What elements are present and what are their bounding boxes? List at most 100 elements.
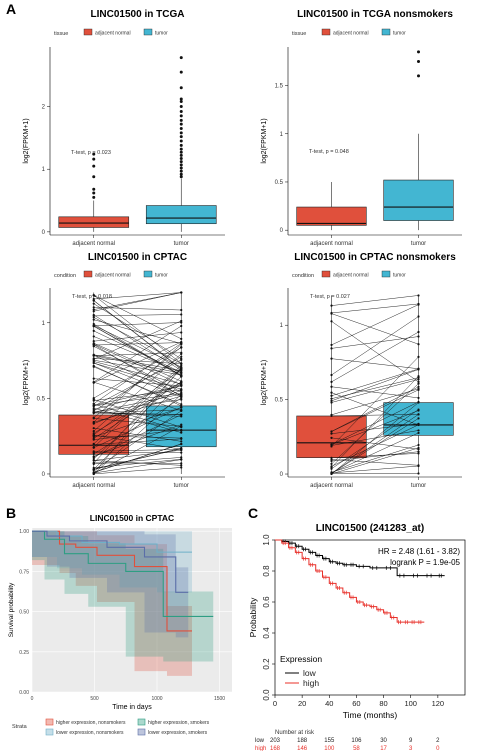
x-tick-label: adjacent normal (72, 483, 115, 489)
paired-point (330, 312, 332, 314)
paired-point (180, 362, 182, 364)
risk-count: 203 (270, 738, 281, 744)
outlier-point (180, 86, 183, 89)
paired-point (180, 309, 182, 311)
legend-swatch (46, 729, 53, 735)
paired-point (330, 320, 332, 322)
x-tick-label: 1500 (214, 696, 225, 702)
paired-point (93, 463, 95, 465)
y-tick-label: 1.0 (262, 534, 271, 546)
y-tick-label: 1 (42, 167, 46, 173)
paired-point (417, 401, 419, 403)
paired-point (330, 398, 332, 400)
legend-label-adjacent-normal: adjacent normal (95, 31, 131, 37)
paired-line (94, 336, 182, 372)
paired-line (332, 379, 419, 402)
outlier-point (180, 148, 183, 151)
paired-point (180, 438, 182, 440)
paired-point (417, 343, 419, 345)
paired-point (180, 346, 182, 348)
risk-count: 9 (409, 738, 413, 744)
paired-point (93, 354, 95, 356)
chart-km-kmplot: LINC01500 (241283_at)0.00.20.40.60.81.00… (248, 523, 465, 751)
paired-point (180, 424, 182, 426)
paired-point (417, 378, 419, 380)
legend-swatch-tumor (382, 271, 390, 277)
stat-annotation: T-test, p = 0.018 (72, 294, 112, 300)
paired-point (180, 325, 182, 327)
box-adjacent-normal (297, 207, 367, 225)
paired-point (93, 344, 95, 346)
paired-point (93, 294, 95, 296)
outlier-point (180, 71, 183, 74)
y-tick-label: 2 (42, 105, 46, 111)
box-adjacent-normal (59, 217, 129, 228)
legend-label-adjacent-normal: adjacent normal (333, 31, 369, 37)
risk-row-label: high (255, 746, 266, 751)
paired-line (332, 337, 419, 349)
x-tick-label: 500 (90, 696, 99, 702)
outlier-point (180, 110, 183, 113)
outlier-point (92, 165, 95, 168)
outlier-point (417, 50, 420, 53)
y-tick-label: 0.5 (37, 396, 46, 402)
paired-point (180, 440, 182, 442)
x-axis-label: Time in days (112, 704, 152, 711)
paired-point (417, 335, 419, 337)
legend-title: tissue (292, 31, 306, 37)
paired-point (180, 389, 182, 391)
paired-point (417, 386, 419, 388)
risk-count: 30 (380, 738, 387, 744)
paired-line (94, 367, 182, 404)
stat-annotation: T-test, p = 0.048 (309, 149, 349, 155)
paired-point (417, 448, 419, 450)
paired-point (180, 370, 182, 372)
paired-point (93, 330, 95, 332)
logrank-annotation: logrank P = 1.9e-05 (390, 558, 460, 567)
legend-swatch-tumor (382, 29, 390, 35)
legend-label-adjacent-normal: adjacent normal (95, 273, 131, 279)
paired-point (330, 414, 332, 416)
paired-point (180, 393, 182, 395)
paired-point (330, 374, 332, 376)
risk-count: 0 (436, 746, 440, 751)
legend-swatch-adjacent-normal (84, 271, 92, 277)
paired-line (332, 314, 419, 345)
outlier-point (180, 56, 183, 59)
paired-point (330, 443, 332, 445)
y-tick-label: 0.5 (275, 180, 284, 186)
legend-label-tumor: tumor (393, 273, 406, 279)
paired-point (180, 338, 182, 340)
paired-point (330, 433, 332, 435)
chart-title: LINC01500 in TCGA (91, 9, 185, 20)
x-tick-label: tumor (411, 241, 426, 247)
outlier-point (180, 163, 183, 166)
risk-count: 106 (351, 738, 362, 744)
paired-point (180, 353, 182, 355)
legend-title: Strata (12, 724, 28, 730)
y-tick-label: 1.00 (19, 529, 29, 535)
paired-point (93, 310, 95, 312)
paired-point (93, 439, 95, 441)
paired-point (180, 367, 182, 369)
paired-point (330, 381, 332, 383)
box-tumor (384, 180, 454, 220)
outlier-point (417, 74, 420, 77)
y-tick-label: 0.00 (19, 690, 29, 696)
legend-label: lower expression, nonsmokers (56, 730, 124, 736)
paired-point (417, 452, 419, 454)
paired-point (93, 378, 95, 380)
paired-point (330, 347, 332, 349)
legend-swatch (46, 719, 53, 725)
outlier-point (180, 160, 183, 163)
y-axis-label: log2(FPKM+1) (261, 360, 268, 405)
paired-point (93, 340, 95, 342)
paired-point (417, 375, 419, 377)
paired-point (330, 445, 332, 447)
paired-point (93, 452, 95, 454)
y-tick-label: 0.75 (19, 569, 29, 575)
paired-point (93, 319, 95, 321)
x-axis-label: Time (months) (343, 710, 398, 720)
paired-point (93, 303, 95, 305)
